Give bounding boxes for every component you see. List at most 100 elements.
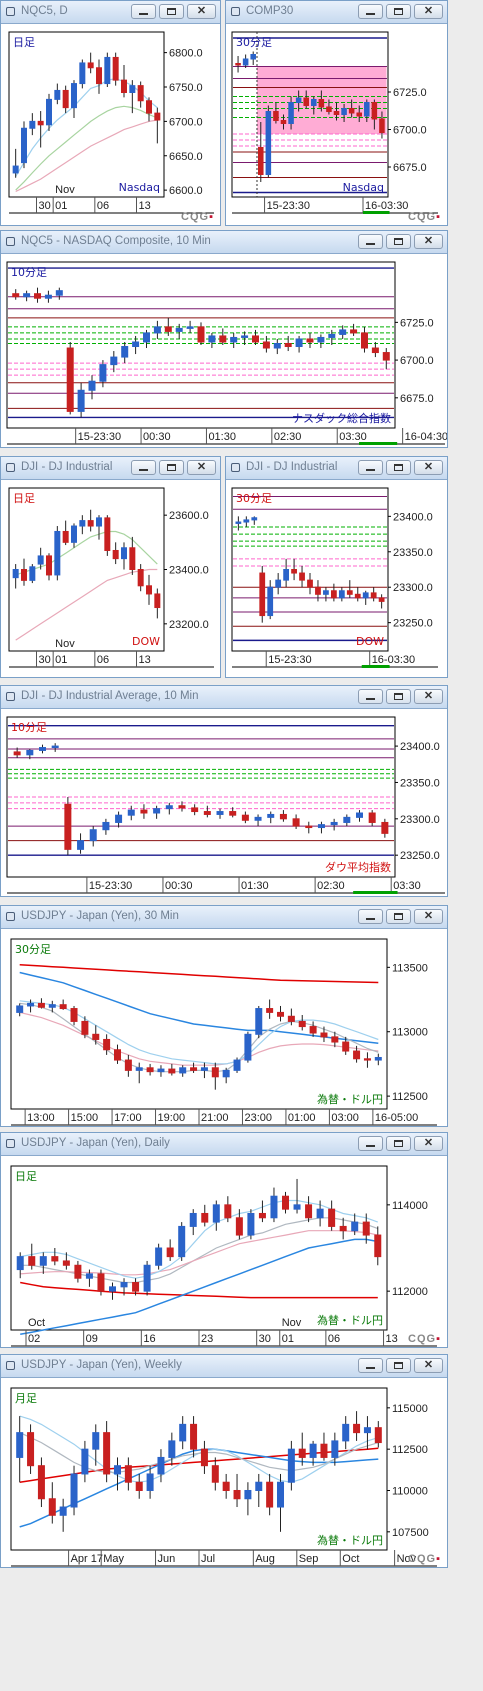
title-bar[interactable]: NQC5, D ✕ xyxy=(1,1,220,24)
candle-body xyxy=(288,102,294,124)
time-tick-label: 23:00 xyxy=(244,1112,272,1124)
moving-average-line xyxy=(19,1447,379,1483)
minimize-button[interactable] xyxy=(358,689,383,704)
time-tick-label: 16-05:00 xyxy=(375,1112,418,1124)
candle-body xyxy=(364,102,370,117)
price-tick-label: 6650.0 xyxy=(169,151,203,163)
close-button[interactable]: ✕ xyxy=(414,4,443,19)
title-bar[interactable]: USDJPY - Japan (Yen), Daily ✕ xyxy=(1,1133,447,1156)
moving-average-line xyxy=(19,1448,379,1528)
candlestick-chart: 6600.0 6650.0 6700.0 6750.0 6800.0 30 01 06 13 No… xyxy=(8,31,214,214)
maximize-button[interactable] xyxy=(386,689,411,704)
maximize-button[interactable] xyxy=(386,4,411,19)
index-label: DOW xyxy=(132,635,160,648)
candle-body xyxy=(273,111,279,121)
period-label: 日足 xyxy=(13,36,35,49)
candle-body xyxy=(235,1217,243,1236)
candle-body xyxy=(255,1481,263,1491)
candle-body xyxy=(295,97,302,103)
title-bar[interactable]: USDJPY - Japan (Yen), Weekly ✕ xyxy=(1,1355,447,1378)
maximize-button[interactable] xyxy=(386,909,411,924)
title-bar[interactable]: DJI - DJ Industrial ✕ xyxy=(226,457,447,480)
candle-body xyxy=(190,1423,198,1450)
title-bar[interactable]: DJI - DJ Industrial Average, 10 Min ✕ xyxy=(1,686,447,709)
title-bar[interactable]: USDJPY - Japan (Yen), 30 Min ✕ xyxy=(1,906,447,929)
maximize-button[interactable] xyxy=(386,234,411,249)
candle-body xyxy=(54,89,61,100)
candle-body xyxy=(79,520,86,527)
close-button[interactable]: ✕ xyxy=(414,909,443,924)
time-tick-label: 16-04:30 xyxy=(405,431,447,443)
maximize-button[interactable] xyxy=(386,460,411,475)
window-title: NQC5, D xyxy=(21,5,68,17)
minimize-button[interactable] xyxy=(358,234,383,249)
minimize-button[interactable] xyxy=(131,460,156,475)
minimize-button[interactable] xyxy=(131,4,156,19)
window-title: USDJPY - Japan (Yen), 30 Min xyxy=(21,910,179,922)
time-tick-label: Nov xyxy=(397,1553,417,1565)
maximize-button[interactable] xyxy=(159,4,184,19)
maximize-button[interactable] xyxy=(159,460,184,475)
minimize-button[interactable] xyxy=(358,1358,383,1373)
title-bar[interactable]: DJI - DJ Industrial ✕ xyxy=(1,457,220,480)
candle-body xyxy=(157,1068,165,1073)
maximize-button[interactable] xyxy=(386,1358,411,1373)
index-label: DOW xyxy=(356,635,384,648)
candle-body xyxy=(346,590,353,595)
candle-body xyxy=(333,111,340,115)
candle-body xyxy=(284,342,292,348)
time-tick-label: 03:30 xyxy=(339,431,367,443)
window-icon xyxy=(6,463,15,472)
candle-body xyxy=(37,120,44,126)
candle-body xyxy=(104,56,111,85)
time-tick-label: 00:30 xyxy=(165,880,193,892)
moving-average-line xyxy=(15,568,158,641)
price-tick-label: 6700.0 xyxy=(169,116,203,128)
candle-body xyxy=(203,811,211,815)
close-button[interactable]: ✕ xyxy=(414,1358,443,1373)
maximize-button[interactable] xyxy=(386,1136,411,1151)
candle-body xyxy=(92,1432,100,1450)
minimize-button[interactable] xyxy=(358,1136,383,1151)
window-icon xyxy=(6,1139,15,1148)
window-icon xyxy=(6,237,15,246)
close-button[interactable]: ✕ xyxy=(187,460,216,475)
close-button[interactable]: ✕ xyxy=(414,460,443,475)
close-button[interactable]: ✕ xyxy=(187,4,216,19)
title-bar[interactable]: NQC5 - NASDAQ Composite, 10 Min ✕ xyxy=(1,231,447,254)
price-tick-label: 113000 xyxy=(392,1027,428,1039)
candle-body xyxy=(190,1067,198,1071)
candle-body xyxy=(235,521,242,524)
candle-body xyxy=(354,593,361,599)
candle-body xyxy=(343,816,351,823)
candle-body xyxy=(29,120,36,129)
time-tick-label: 15-23:30 xyxy=(89,880,132,892)
candle-body xyxy=(62,1260,70,1266)
candle-body xyxy=(317,336,325,343)
minimize-button[interactable] xyxy=(358,4,383,19)
candle-body xyxy=(137,85,144,102)
title-bar[interactable]: COMP30 ✕ xyxy=(226,1,447,24)
candle-body xyxy=(320,1032,328,1038)
candle-body xyxy=(330,590,337,599)
price-tick-label: 112500 xyxy=(392,1444,428,1456)
candle-body xyxy=(229,811,237,816)
candle-body xyxy=(70,1008,78,1022)
candle-body xyxy=(267,586,274,617)
candle-body xyxy=(353,1050,361,1060)
close-button[interactable]: ✕ xyxy=(414,234,443,249)
candle-body xyxy=(81,1020,89,1035)
minimize-icon xyxy=(366,243,375,245)
minimize-button[interactable] xyxy=(358,460,383,475)
minimize-button[interactable] xyxy=(358,909,383,924)
time-tick-label: 02:30 xyxy=(317,880,345,892)
candle-body xyxy=(39,1256,47,1266)
close-button[interactable]: ✕ xyxy=(414,689,443,704)
close-button[interactable]: ✕ xyxy=(414,1136,443,1151)
minimize-icon xyxy=(366,698,375,700)
candle-body xyxy=(16,1432,24,1458)
candle-body xyxy=(287,1015,295,1022)
candle-body xyxy=(85,1273,93,1279)
price-tick-label: 23350.0 xyxy=(400,777,440,789)
candle-body xyxy=(371,102,378,120)
